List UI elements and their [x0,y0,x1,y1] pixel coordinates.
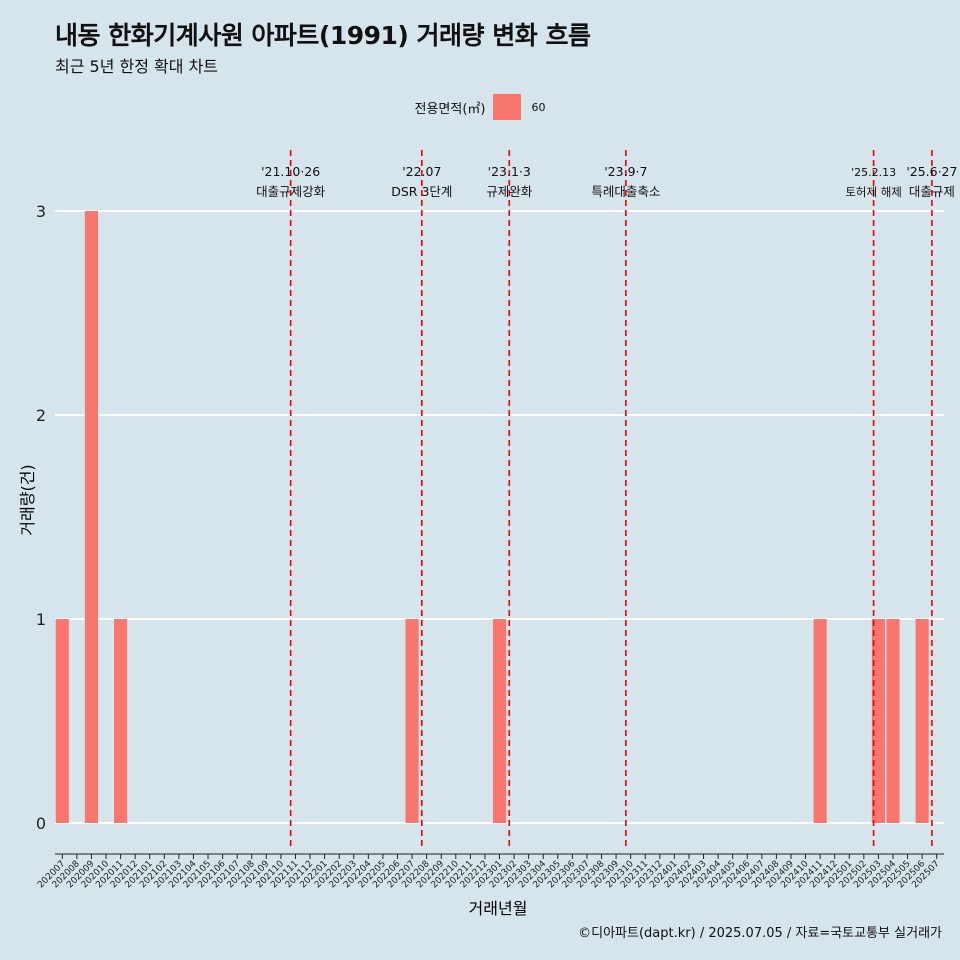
event-label: 토허제 해제 [845,185,902,199]
event-date: '21.10·26 [261,164,320,179]
source-caption: ©디아파트(dapt.kr) / 2025.07.05 / 자료=국토교통부 실… [578,926,942,941]
event-date: '22.07 [402,164,441,179]
x-axis-label: 거래년월 [469,899,528,918]
y-tick-label: 1 [36,610,46,629]
chart-title: 내동 한화기계사원 아파트(1991) 거래량 변화 흐름 [55,21,591,50]
event-label: 특례대출축소 [591,184,660,199]
bar [915,619,929,823]
legend-key [493,94,522,120]
bar [55,619,69,823]
legend: 전용면적(㎡) 60 [0,94,960,120]
bar [492,619,507,823]
bar [84,211,98,823]
bar [114,619,128,823]
bar [813,619,827,823]
event-label: DSR 3단계 [391,184,452,199]
event-date: '25.2.13 [851,166,896,179]
y-axis-label: 거래량(건) [18,464,37,535]
bars [55,211,929,823]
event-date: '25.6·27 [906,164,957,179]
y-tick-label: 2 [36,406,46,425]
event-label: 대출규제강화 [256,184,326,199]
annotations: '21.10·26 대출규제강화 '22.07 DSR 3단계 '23.1·3 규제완화 '… [256,150,957,850]
y-tick-label: 3 [36,202,46,221]
legend-label: 60 [531,100,546,114]
y-tick-label: 0 [36,814,46,833]
bar [871,619,885,823]
event-label: 대출규제 [909,184,955,199]
legend-title: 전용면적(㎡) [414,101,486,117]
event-date: '23.1·3 [488,164,531,179]
bar [405,619,419,823]
event-date: '23.9·7 [604,164,647,179]
bar [886,619,900,823]
axes: 0123202007202008202009202010202011202012… [36,202,944,890]
event-label: 규제완화 [486,184,533,199]
chart-subtitle: 최근 5년 한정 확대 차트 [55,57,219,76]
